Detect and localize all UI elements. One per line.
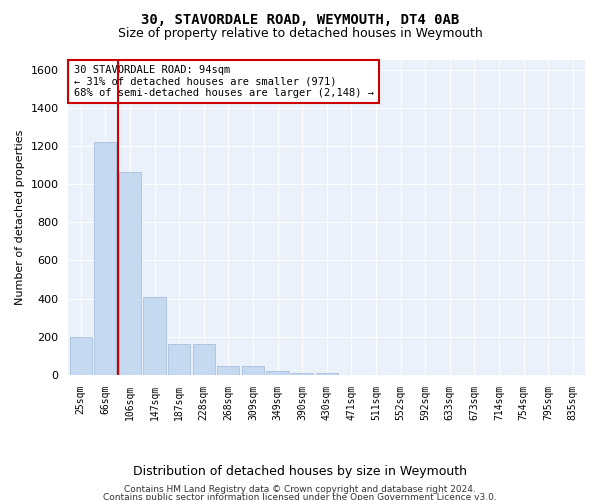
Text: Distribution of detached houses by size in Weymouth: Distribution of detached houses by size …	[133, 465, 467, 478]
Bar	[242, 366, 264, 375]
Text: Contains public sector information licensed under the Open Government Licence v3: Contains public sector information licen…	[103, 492, 497, 500]
Bar	[193, 344, 215, 375]
Bar	[291, 372, 313, 375]
Bar	[119, 172, 141, 375]
Bar	[316, 373, 338, 375]
Bar	[143, 296, 166, 375]
Bar	[217, 366, 239, 375]
Text: 30, STAVORDALE ROAD, WEYMOUTH, DT4 0AB: 30, STAVORDALE ROAD, WEYMOUTH, DT4 0AB	[141, 12, 459, 26]
Bar	[70, 337, 92, 375]
Bar	[168, 344, 190, 375]
Bar	[266, 371, 289, 375]
Text: 30 STAVORDALE ROAD: 94sqm
← 31% of detached houses are smaller (971)
68% of semi: 30 STAVORDALE ROAD: 94sqm ← 31% of detac…	[74, 64, 374, 98]
Text: Size of property relative to detached houses in Weymouth: Size of property relative to detached ho…	[118, 28, 482, 40]
Bar	[94, 142, 116, 375]
Y-axis label: Number of detached properties: Number of detached properties	[15, 130, 25, 305]
Text: Contains HM Land Registry data © Crown copyright and database right 2024.: Contains HM Land Registry data © Crown c…	[124, 485, 476, 494]
